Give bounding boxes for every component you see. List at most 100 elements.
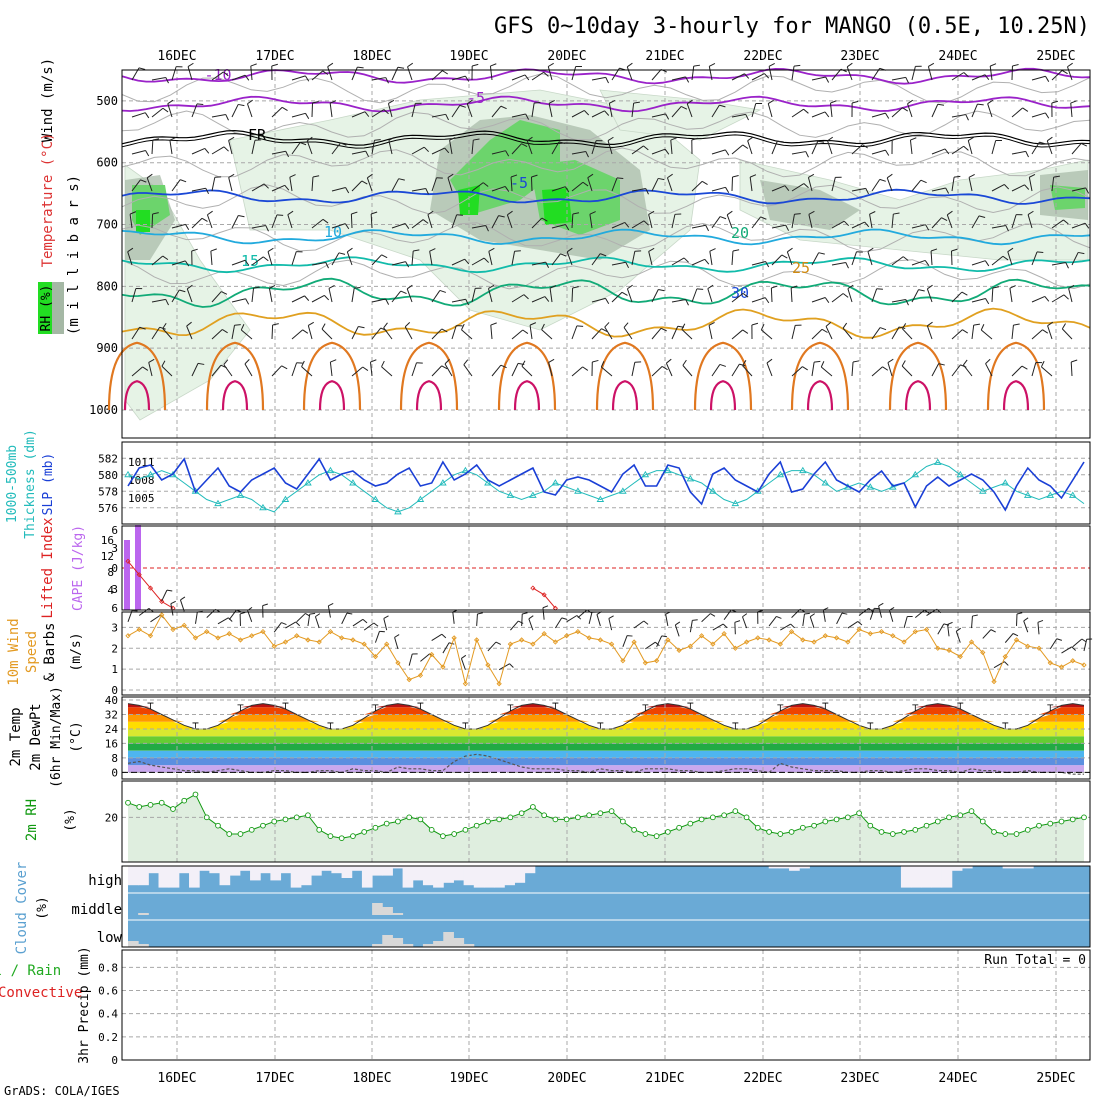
- wind-barb: [526, 140, 533, 155]
- wind-barb: [187, 66, 193, 81]
- wind10-barb: [971, 616, 973, 629]
- wind10-barb: [1061, 646, 1073, 654]
- wind-barb: [791, 366, 803, 377]
- wind-barb: [831, 293, 844, 303]
- wind-barb: [891, 76, 906, 81]
- wind-barb: [791, 325, 796, 340]
- wind-barb-flag: [984, 260, 990, 267]
- wind-barb: [991, 287, 994, 303]
- wind10-marker: [620, 658, 626, 664]
- wind-barb: [891, 214, 894, 229]
- wind10-marker: [901, 639, 907, 645]
- wind-barb-flag: [947, 210, 953, 216]
- wind-barb-flag: [238, 103, 245, 107]
- wind-barb: [591, 76, 606, 81]
- wind-barb-flag: [543, 71, 549, 77]
- wind10-marker: [800, 637, 806, 643]
- wind-barb-flag: [666, 358, 672, 364]
- wind-barb-flag: [764, 297, 770, 304]
- wind-barb: [931, 104, 939, 118]
- wind-barb-flag: [407, 62, 414, 68]
- warm-cell-contour: [611, 380, 639, 411]
- wind-barb-flag: [600, 361, 605, 368]
- wind10-marker: [440, 664, 446, 670]
- temp-label-units: (°C): [69, 721, 84, 752]
- wind-barb-flag: [660, 327, 667, 332]
- wind-barb-flag: [482, 182, 489, 187]
- thickness-marker: [956, 470, 965, 478]
- chart-title: GFS 0~10day 3-hourly for MANGO (0.5E, 10…: [494, 14, 1090, 39]
- wind10-marker: [608, 641, 615, 647]
- wind-barb-flag: [963, 72, 969, 78]
- wind-barb: [751, 297, 766, 303]
- rh2m-marker: [822, 818, 829, 825]
- rh2m-marker: [1024, 826, 1031, 833]
- wind10-marker: [462, 681, 469, 687]
- cloud-high-cell: [128, 866, 139, 886]
- wind-barb-flag: [338, 252, 346, 255]
- isotherm-line: [121, 256, 1091, 274]
- wind10-barb-flag: [148, 608, 154, 613]
- wind-barb: [591, 253, 601, 266]
- thickness-marker: [686, 475, 695, 482]
- wind-barb: [611, 177, 618, 192]
- wind-barb-flag: [139, 326, 146, 330]
- wind-barb-flag: [404, 223, 410, 229]
- wind10-marker: [867, 631, 873, 637]
- cloud-high-cell: [402, 866, 414, 888]
- cloud-high-cell: [433, 866, 444, 888]
- wind10-barb-flag: [823, 607, 829, 611]
- wind-barb: [146, 177, 153, 192]
- rh2m-marker: [991, 829, 997, 835]
- wind-barb: [811, 362, 815, 377]
- cloud-low-cell: [463, 944, 475, 947]
- wind10-barb-flag: [799, 608, 806, 613]
- wind-barb: [911, 259, 926, 266]
- wind-barb-flag: [162, 322, 167, 329]
- wind-barb: [431, 70, 443, 81]
- wind-barb-flag: [449, 137, 456, 141]
- wind10-marker: [507, 641, 514, 647]
- wind-barb-flag: [626, 62, 633, 68]
- wind-barb-flag: [787, 247, 793, 253]
- wind-barb-flag: [793, 64, 801, 67]
- wind-barb-flag: [330, 359, 337, 363]
- rh2m-marker: [248, 826, 255, 833]
- temp-minmax: [732, 722, 739, 729]
- rh2m-marker: [754, 824, 761, 831]
- wind-barb: [447, 177, 453, 192]
- wind-barb-flag: [843, 220, 850, 227]
- slp-thick-tick: 578: [98, 485, 118, 498]
- wind-barb: [511, 143, 522, 155]
- wind10-marker: [204, 628, 210, 635]
- wind-barb-flag: [691, 137, 698, 141]
- wind-barb-flag: [364, 111, 370, 117]
- wind-barb-flag: [987, 99, 994, 105]
- wind10-barb: [554, 617, 563, 629]
- wind-barb-flag: [223, 71, 229, 77]
- wind-barb: [926, 325, 933, 340]
- wind-barb: [306, 140, 313, 155]
- isotherm-label: 30: [731, 284, 749, 302]
- rh2m-marker: [552, 816, 559, 823]
- wind-barb: [431, 365, 443, 377]
- wind-barb-flag: [406, 284, 413, 290]
- wind-barb-flag: [680, 105, 688, 110]
- wind-barb: [331, 223, 346, 229]
- wind-barb-flag: [1047, 321, 1054, 327]
- wind-barb-flag: [544, 296, 550, 302]
- rh-legend-swatch-2: [52, 282, 64, 334]
- rh2m-marker: [878, 829, 885, 835]
- wind-barb-flag: [962, 359, 968, 366]
- wind-barb: [463, 364, 473, 377]
- wind-barb-flag: [627, 284, 633, 290]
- wind10-barb-flag: [857, 621, 863, 626]
- wind-tick: 0: [111, 684, 118, 697]
- wind-barb: [511, 74, 526, 81]
- wind-barb-flag: [742, 144, 749, 149]
- wind-barb-flag: [901, 360, 906, 367]
- wind-barb: [471, 257, 485, 266]
- wind-barb: [311, 102, 314, 118]
- wind-barb: [549, 288, 553, 303]
- wind-barb: [886, 177, 893, 192]
